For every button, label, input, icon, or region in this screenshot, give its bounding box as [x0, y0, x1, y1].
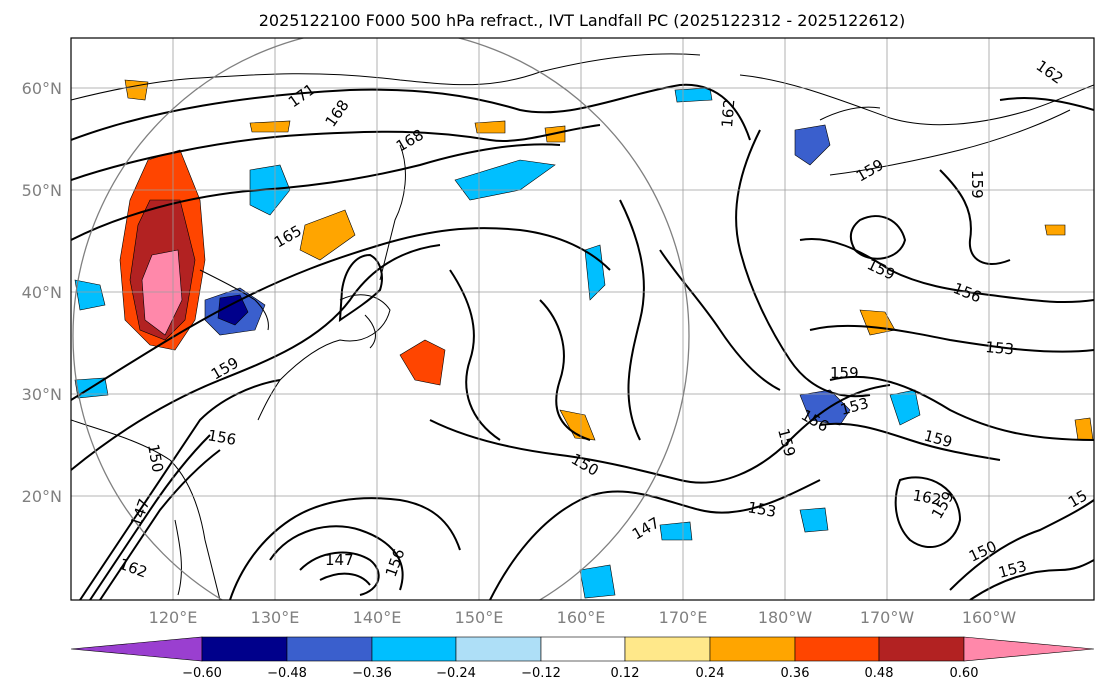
- contour-label: 156: [206, 426, 237, 449]
- colorbar-label: −0.48: [267, 666, 307, 681]
- lon-label: 120°E: [149, 608, 198, 627]
- colorbar-segment: [878, 636, 965, 662]
- colorbar-segment: [709, 636, 796, 662]
- lat-label: 50°N: [22, 181, 62, 200]
- map-frame: [70, 37, 1095, 601]
- contour-label: 162: [911, 486, 942, 509]
- lon-label: 170°E: [659, 608, 708, 627]
- colorbar-segment: [371, 636, 457, 662]
- longitude-labels: 120°E 130°E 140°E 150°E 160°E 170°E 180°…: [149, 608, 1017, 627]
- contour-label: 150: [144, 443, 167, 474]
- colorbar-labels: −0.60 −0.48 −0.36 −0.24 −0.12 0.12 0.24 …: [182, 666, 978, 681]
- contour-label: 147: [325, 551, 354, 569]
- colorbar-label: 0.12: [611, 666, 640, 681]
- colorbar-segment: [70, 636, 203, 662]
- colorbar-label: −0.60: [182, 666, 222, 681]
- contour-label: 162: [718, 98, 738, 128]
- contour-label: 153: [985, 338, 1015, 358]
- contour-label: 159: [968, 170, 986, 199]
- contour-label: 159: [830, 364, 859, 382]
- colorbar-label: 0.36: [781, 666, 810, 681]
- coastlines: [71, 53, 1094, 600]
- colorbar-label: 0.24: [696, 666, 725, 681]
- colorbar-segment: [286, 636, 373, 662]
- lat-label: 30°N: [22, 385, 62, 404]
- lon-label: 180°W: [758, 608, 813, 627]
- colorbar-segment: [455, 636, 542, 662]
- colorbar-segment: [540, 636, 626, 662]
- colorbar-segment: [794, 636, 880, 662]
- latitude-labels: 60°N 50°N 40°N 30°N 20°N: [22, 79, 62, 506]
- colorbar-label: 0.48: [865, 666, 894, 681]
- lon-label: 170°W: [860, 608, 915, 627]
- map-title: 2025122100 F000 500 hPa refract., IVT La…: [259, 11, 906, 30]
- lon-label: 130°E: [251, 608, 300, 627]
- lon-label: 160°W: [962, 608, 1017, 627]
- lat-label: 20°N: [22, 487, 62, 506]
- shaded-anomaly-field: [74, 79, 1094, 599]
- lon-label: 150°E: [455, 608, 504, 627]
- colorbar-segment: [624, 636, 711, 662]
- colorbar-segment: [201, 636, 288, 662]
- lon-label: 160°E: [557, 608, 606, 627]
- contour-label: 153: [746, 498, 777, 521]
- reference-circle: [72, 38, 690, 600]
- graticule: [71, 38, 1094, 600]
- colorbar-label: 0.60: [950, 666, 979, 681]
- lat-label: 40°N: [22, 283, 62, 302]
- lat-label: 60°N: [22, 79, 62, 98]
- contour-lines: [71, 83, 1094, 600]
- colorbar: [70, 636, 1095, 662]
- colorbar-label: −0.36: [352, 666, 392, 681]
- lon-label: 140°E: [353, 608, 402, 627]
- colorbar-label: −0.12: [521, 666, 561, 681]
- colorbar-label: −0.24: [436, 666, 476, 681]
- colorbar-segment: [963, 636, 1095, 662]
